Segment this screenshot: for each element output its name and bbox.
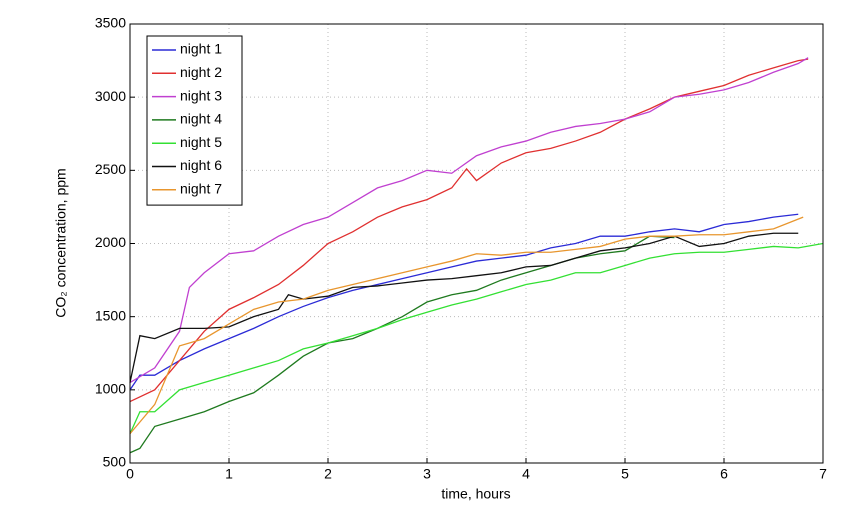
plot-area <box>130 24 823 463</box>
x-tick-label: 1 <box>225 466 233 482</box>
y-tick-label: 1000 <box>95 381 126 397</box>
series-line <box>129 216 804 435</box>
legend-label: night 5 <box>180 134 222 150</box>
legend-label: night 3 <box>180 87 222 103</box>
y-tick-label: 3500 <box>95 15 126 31</box>
plot-frame <box>129 23 824 464</box>
y-tick-label: 500 <box>103 454 127 470</box>
legend-label: night 4 <box>180 111 222 127</box>
series-line <box>129 57 809 384</box>
x-tick-label: 5 <box>621 466 629 482</box>
x-tick-label: 7 <box>819 466 827 482</box>
series-line <box>129 213 799 391</box>
y-tick-label: 2000 <box>95 234 126 250</box>
legend-label: night 2 <box>180 64 222 80</box>
x-tick-label: 3 <box>423 466 431 482</box>
x-tick-label: 2 <box>324 466 332 482</box>
x-tick-label: 4 <box>522 466 530 482</box>
y-tick-label: 3000 <box>95 88 126 104</box>
y-tick-label: 1500 <box>95 307 126 323</box>
x-tick-label: 6 <box>720 466 728 482</box>
legend-label: night 1 <box>180 41 222 57</box>
series-line <box>129 242 824 435</box>
y-tick-label: 2500 <box>95 161 126 177</box>
series-line <box>129 58 809 403</box>
y-axis-label: CO₂ concentration, ppm <box>53 168 69 317</box>
x-tick-label: 0 <box>126 466 134 482</box>
x-axis-label: time, hours <box>441 486 510 502</box>
legend-label: night 7 <box>180 181 222 197</box>
legend-label: night 6 <box>180 157 222 173</box>
